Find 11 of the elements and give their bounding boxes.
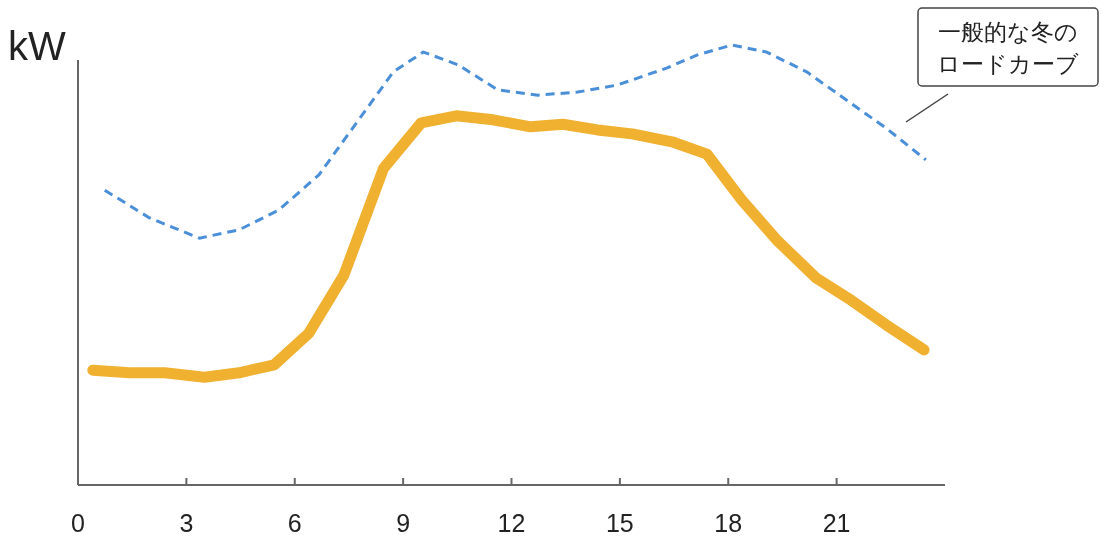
x-tick-label: 12 — [497, 509, 526, 536]
x-tick-label: 3 — [179, 509, 194, 536]
x-tick-label: 9 — [396, 509, 411, 536]
y-axis-title: kW — [8, 24, 66, 68]
x-tick-label: 21 — [822, 509, 851, 536]
x-tick-label: 15 — [605, 509, 634, 536]
x-tick-label: 0 — [71, 509, 85, 536]
x-tick-label: 6 — [287, 509, 302, 536]
annotation: ロードカーブ — [937, 51, 1079, 77]
x-tick-label: 18 — [714, 509, 743, 536]
annotation: 一般的な冬の — [938, 19, 1078, 45]
